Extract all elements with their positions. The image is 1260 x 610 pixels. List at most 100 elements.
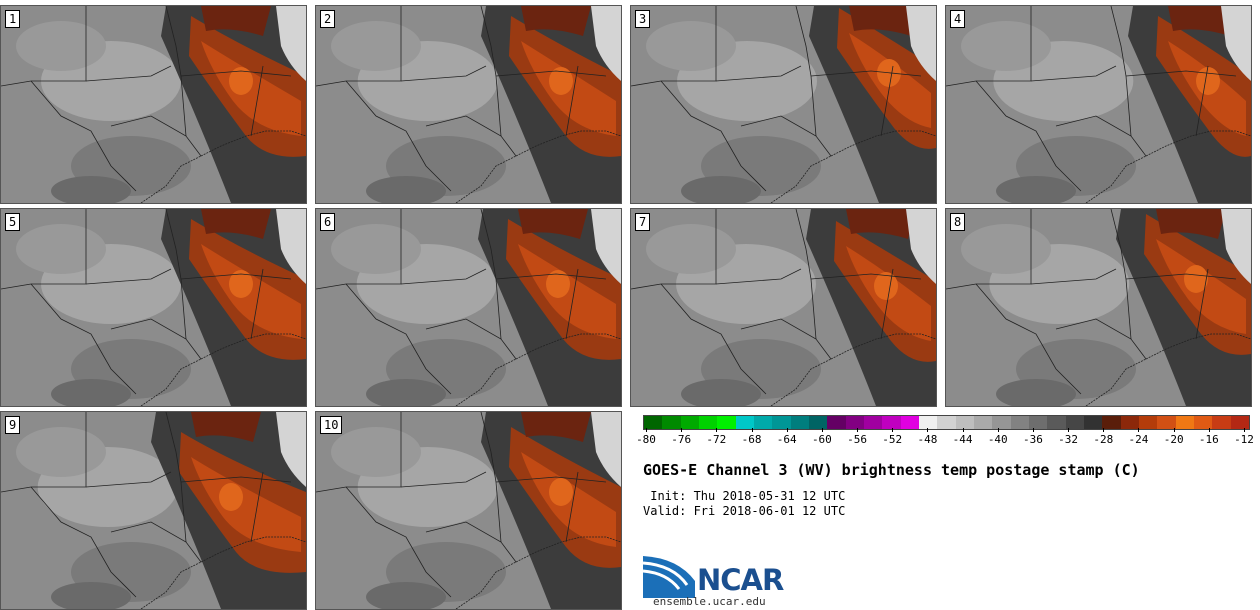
panel-number-label: 5 xyxy=(5,213,21,231)
panel-number-label: 6 xyxy=(320,213,336,231)
colorbar-segment xyxy=(680,416,699,429)
colorbar-tick-label: -20 xyxy=(1163,433,1184,446)
colorbar-tick xyxy=(997,428,999,432)
colorbar-tick-label: -60 xyxy=(811,433,832,446)
water-vapor-map xyxy=(1,412,306,609)
colorbar-segment xyxy=(1047,416,1066,429)
colorbar-segment xyxy=(937,416,956,429)
colorbar-segment xyxy=(900,416,919,429)
colorbar-segment xyxy=(808,416,828,429)
ensemble-member-panel-10: 10 xyxy=(315,411,622,610)
ensemble-member-panel-4: 4 xyxy=(945,5,1252,204)
ncar-logo-icon xyxy=(643,556,695,598)
colorbar-tick-label: -80 xyxy=(636,433,656,446)
colorbar-segment xyxy=(1120,416,1139,429)
colorbar-tick xyxy=(1103,428,1105,432)
panel-number-label: 3 xyxy=(635,10,651,28)
colorbar-tick-label: -64 xyxy=(776,433,797,446)
colorbar-tick xyxy=(1244,428,1245,432)
colorbar-tick-label: -32 xyxy=(1058,433,1079,446)
water-vapor-map xyxy=(631,209,936,406)
chart-title: GOES-E Channel 3 (WV) brightness temp po… xyxy=(643,461,1140,479)
colorbar-segment xyxy=(863,416,883,429)
ensemble-member-panel-9: 9 xyxy=(0,411,307,610)
colorbar-tick-label: -56 xyxy=(847,433,867,446)
colorbar-segment xyxy=(955,416,974,429)
colorbar-tick xyxy=(857,428,859,432)
colorbar-tick xyxy=(892,428,894,432)
water-vapor-map xyxy=(631,6,936,203)
panel-number-label: 1 xyxy=(5,10,21,28)
colorbar-segment xyxy=(1230,416,1249,429)
colorbar-tick-label: -48 xyxy=(917,433,938,446)
colorbar-tick xyxy=(786,428,788,432)
colorbar-segment xyxy=(1193,416,1213,429)
ensemble-member-panel-1: 1 xyxy=(0,5,307,204)
colorbar-tick-label: -72 xyxy=(706,433,727,446)
colorbar-segment xyxy=(1157,416,1176,429)
colorbar-tick xyxy=(646,428,647,432)
colorbar-segment xyxy=(698,416,718,429)
colorbar-segment xyxy=(1138,416,1158,429)
colorbar-segment xyxy=(918,416,938,429)
colorbar-tick-label: -44 xyxy=(952,433,973,446)
colorbar-segment xyxy=(1212,416,1231,429)
panel-number-label: 10 xyxy=(320,416,343,434)
colorbar-segment xyxy=(827,416,846,429)
colorbar-tick xyxy=(716,428,718,432)
colorbar-segment xyxy=(845,416,864,429)
panel-number-label: 8 xyxy=(950,213,966,231)
colorbar-segment xyxy=(662,416,681,429)
colorbar-tick xyxy=(1068,428,1070,432)
colorbar-segment xyxy=(1065,416,1084,429)
water-vapor-map xyxy=(946,209,1251,406)
colorbar-segment xyxy=(1010,416,1029,429)
water-vapor-map xyxy=(1,209,306,406)
colorbar-tick xyxy=(1138,428,1140,432)
colorbar-segment xyxy=(1083,416,1103,429)
water-vapor-map xyxy=(316,6,621,203)
colorbar-tick xyxy=(751,428,753,432)
ensemble-member-panel-6: 6 xyxy=(315,208,622,407)
colorbar-segment xyxy=(790,416,809,429)
panel-number-label: 9 xyxy=(5,416,21,434)
ensemble-member-panel-8: 8 xyxy=(945,208,1252,407)
colorbar-segment xyxy=(992,416,1011,429)
colorbar-tick xyxy=(821,428,823,432)
panel-number-label: 2 xyxy=(320,10,336,28)
ensemble-member-panel-3: 3 xyxy=(630,5,937,204)
water-vapor-map xyxy=(316,209,621,406)
water-vapor-map xyxy=(1,6,306,203)
colorbar-tick xyxy=(1208,428,1210,432)
website-url: ensemble.ucar.edu xyxy=(653,595,766,608)
colorbar-tick xyxy=(927,428,929,432)
ensemble-member-panel-2: 2 xyxy=(315,5,622,204)
colorbar-segment xyxy=(973,416,993,429)
colorbar-tick-label: -52 xyxy=(882,433,903,446)
init-time: Init: Thu 2018-05-31 12 UTC xyxy=(643,489,846,503)
colorbar xyxy=(643,415,1250,430)
colorbar-tick-label: -40 xyxy=(987,433,1008,446)
ensemble-member-panel-7: 7 xyxy=(630,208,937,407)
colorbar-segment xyxy=(1028,416,1048,429)
valid-time: Valid: Fri 2018-06-01 12 UTC xyxy=(643,504,846,518)
colorbar-tick xyxy=(1032,428,1034,432)
colorbar-segment xyxy=(753,416,773,429)
colorbar-segment xyxy=(735,416,754,429)
colorbar-segment xyxy=(1102,416,1121,429)
colorbar-tick-label: -76 xyxy=(671,433,692,446)
colorbar-segment xyxy=(644,416,663,429)
colorbar-tick xyxy=(1173,428,1175,432)
colorbar-tick-label: -68 xyxy=(741,433,762,446)
colorbar-segment xyxy=(882,416,901,429)
colorbar-tick-label: -16 xyxy=(1198,433,1219,446)
colorbar-tick-label: -12 xyxy=(1234,433,1254,446)
panel-number-label: 4 xyxy=(950,10,966,28)
colorbar-tick-label: -28 xyxy=(1093,433,1114,446)
colorbar-ticks: -80 -76 -72 -68 -64 -60 -56 -52 -48 -44 -40 -36 -32 -… xyxy=(636,428,1254,448)
colorbar-tick-label: -24 xyxy=(1128,433,1149,446)
colorbar-segment xyxy=(772,416,791,429)
ensemble-member-panel-5: 5 xyxy=(0,208,307,407)
colorbar-segment xyxy=(717,416,736,429)
colorbar-segment xyxy=(1175,416,1194,429)
